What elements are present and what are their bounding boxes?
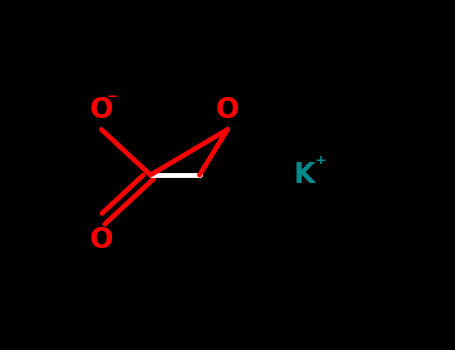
Text: O: O [216,96,239,124]
Text: ⁻: ⁻ [107,91,119,112]
Text: O: O [90,226,113,254]
Text: ⁺: ⁺ [314,155,326,175]
Text: O: O [90,96,113,124]
Text: K: K [294,161,315,189]
